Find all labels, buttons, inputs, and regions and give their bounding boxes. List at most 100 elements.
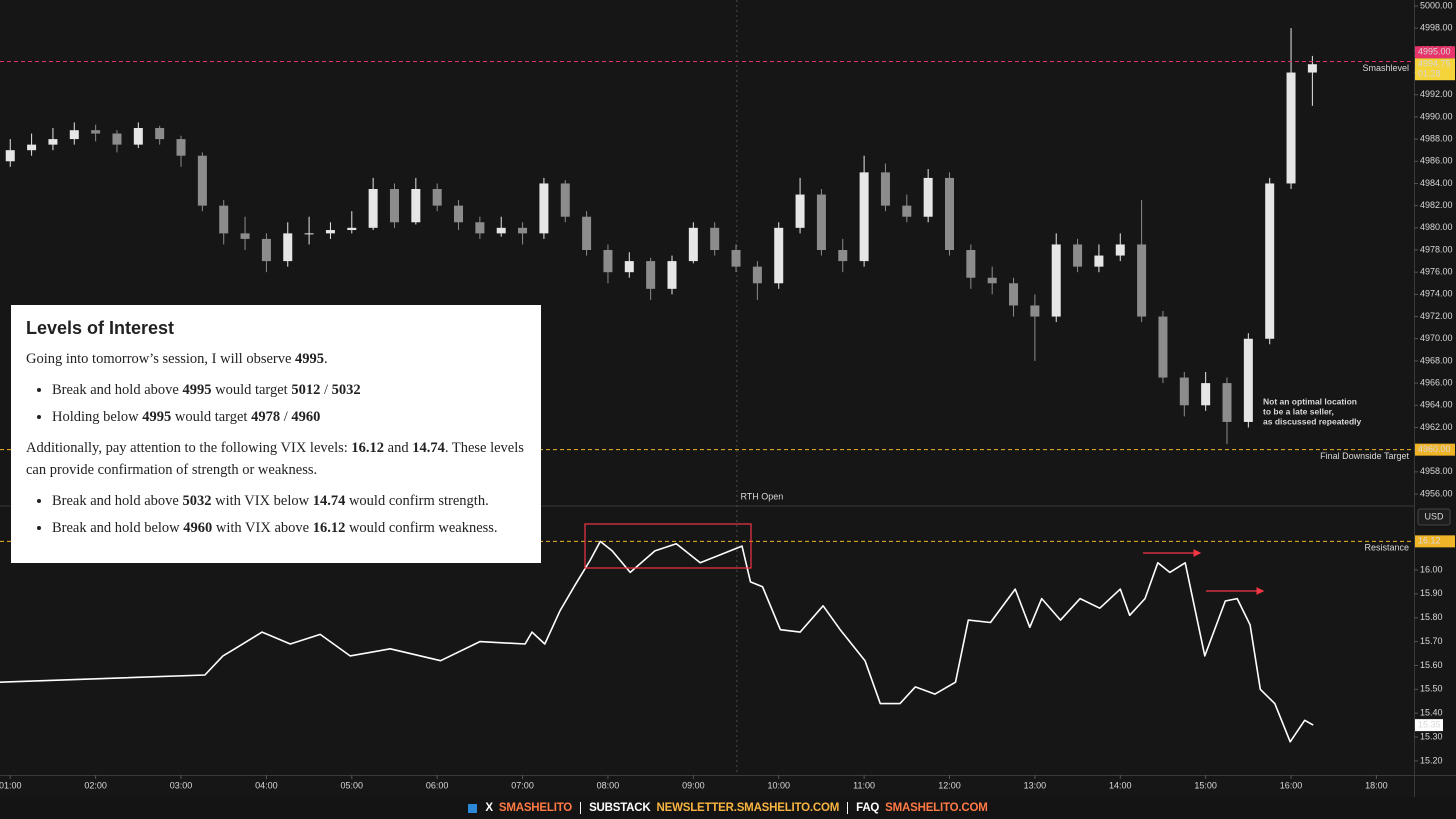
candle-body (859, 172, 869, 262)
level-label: 4960.00 (1418, 444, 1451, 454)
y-tick-label: 4986.00 (1420, 156, 1453, 166)
emphasis: 4995 (142, 409, 172, 425)
emphasis: 4978 (251, 409, 281, 425)
levels-of-interest: Levels of Interest Going into tomorrow’s… (11, 305, 541, 563)
footer-link[interactable]: SMASHELITO.COM (885, 802, 988, 814)
candle-body (1179, 377, 1189, 406)
y-tick-label: 4976.00 (1420, 267, 1453, 277)
y-tick-label: 4992.00 (1420, 89, 1453, 99)
highlight-box (584, 523, 752, 569)
candle-body (774, 227, 784, 284)
candle-body (133, 127, 143, 145)
text: would target (171, 409, 252, 425)
candle-body (1009, 283, 1019, 306)
candle-body (325, 230, 335, 234)
candle-body (1073, 244, 1083, 267)
text: would target (211, 382, 292, 398)
candle-body (539, 183, 549, 234)
candle-body (1094, 255, 1104, 267)
candle-body (1286, 72, 1296, 184)
x-tick-label: 01:00 (0, 780, 22, 790)
candle-body (731, 250, 741, 267)
vix-line (0, 540, 1314, 743)
emphasis: 14.74 (312, 493, 346, 509)
candle-body (987, 277, 997, 284)
footer-label: X (485, 802, 493, 814)
y-tick-label: 4968.00 (1420, 355, 1453, 365)
footer-label: FAQ (856, 802, 880, 814)
emphasis: 4995 (182, 382, 212, 398)
x-tick-label: 12:00 (938, 780, 961, 790)
last-price-box (1415, 719, 1443, 732)
y-tick-label: 5000.00 (1420, 0, 1453, 10)
text: would confirm strength. (345, 493, 489, 509)
bullet: Break and hold below 4960 with VIX above… (52, 517, 526, 539)
level-text: Smashlevel (1362, 63, 1409, 73)
footer-link[interactable]: NEWSLETTER.SMASHELITO.COM (656, 802, 840, 814)
emphasis: 5012 (291, 382, 321, 398)
emphasis: 14.74 (412, 440, 445, 456)
candle-body (27, 144, 37, 151)
candle-body (1030, 305, 1040, 317)
candle-body (389, 189, 399, 223)
text: . (324, 351, 328, 367)
candle-body (710, 227, 720, 251)
candle-body (646, 261, 656, 289)
emphasis: 16.12 (351, 440, 385, 456)
y-tick-label: 4974.00 (1420, 289, 1453, 299)
currency-box (1417, 508, 1451, 526)
emphasis: 4960 (183, 520, 213, 536)
candle-body (1115, 244, 1125, 256)
emphasis: 5032 (331, 382, 361, 398)
y-tick-label: 4964.00 (1420, 400, 1453, 410)
y-tick-label: 15.30 (1420, 731, 1443, 741)
y-tick-label: 15.40 (1420, 708, 1443, 718)
candle-body (283, 233, 293, 262)
icon (468, 803, 478, 813)
candle-body (1265, 183, 1275, 339)
candle-body (944, 177, 954, 251)
candle-body (411, 189, 421, 223)
last-price-label: 4994.75 (1418, 59, 1451, 69)
separator (580, 802, 582, 814)
level-text: Resistance (1364, 543, 1409, 553)
y-tick-label: 4984.00 (1420, 178, 1453, 188)
footer-link[interactable]: SMASHELITO (498, 802, 573, 814)
candle-body (1222, 383, 1232, 422)
text: with VIX below (211, 493, 313, 509)
candle-body (923, 177, 933, 217)
candle-body (688, 227, 698, 262)
x-tick-label: 10:00 (767, 780, 790, 790)
text: Break and hold above (52, 382, 183, 398)
y-tick-label: 4956.00 (1420, 488, 1453, 498)
x-tick-label: 11:00 (853, 780, 875, 790)
candle-body (518, 227, 528, 234)
x-tick-label: 02:00 (84, 780, 107, 790)
y-tick-label: 4962.00 (1420, 422, 1453, 432)
y-tick-label: 4958.00 (1420, 466, 1453, 476)
separator (847, 802, 849, 814)
text: Holding below (52, 409, 143, 425)
candle-body (176, 139, 186, 156)
candle-body (1137, 244, 1147, 317)
candle-body (432, 189, 442, 206)
level-label-box (1415, 535, 1455, 548)
candle-body (624, 261, 634, 273)
candle-body (1243, 338, 1253, 422)
y-tick-label: 4966.00 (1420, 377, 1453, 387)
candle-body (880, 172, 890, 206)
y-tick-label: 4970.00 (1420, 333, 1453, 343)
candle-body (496, 227, 506, 234)
x-tick-label: 03:00 (170, 780, 193, 790)
text: Break and hold below (52, 520, 184, 536)
candle-body (368, 189, 378, 228)
text: Going into tomorrow’s session, I will ob… (26, 351, 296, 367)
x-tick-label: 05:00 (341, 780, 364, 790)
candle-body (347, 227, 357, 231)
y-tick-label: 15.80 (1420, 612, 1443, 622)
x-tick-label: 13:00 (1024, 780, 1047, 790)
y-tick-label: 4978.00 (1420, 244, 1453, 254)
y-tick-label: 15.20 (1420, 755, 1443, 765)
footer-label: SUBSTACK (589, 802, 651, 814)
